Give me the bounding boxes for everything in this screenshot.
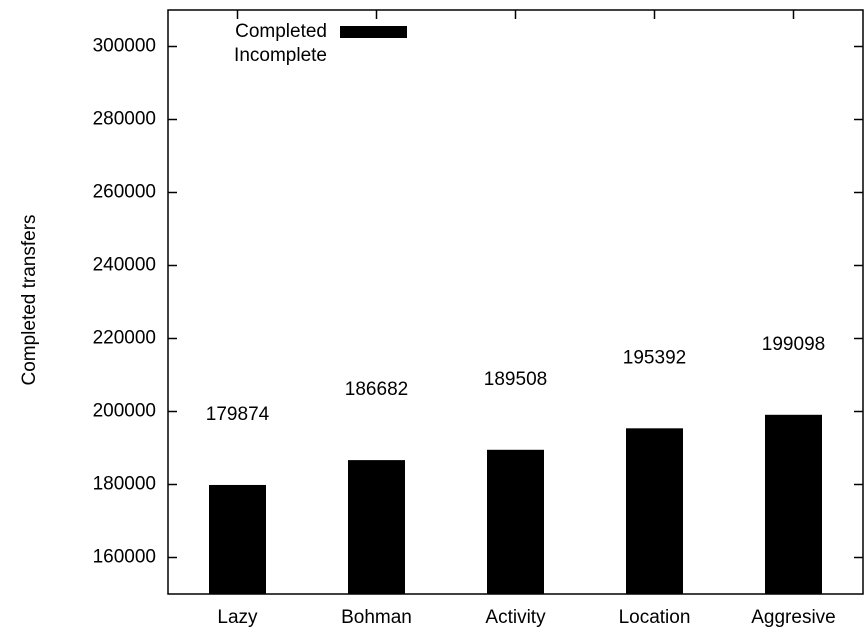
value-label: 189508: [484, 369, 547, 390]
value-label: 179874: [206, 404, 270, 425]
y-axis-label: Completed transfers: [19, 214, 40, 385]
legend-swatch: [340, 50, 407, 62]
x-tick-label: Activity: [485, 607, 546, 628]
legend-label: Incomplete: [234, 45, 327, 66]
value-label: 186682: [345, 379, 408, 400]
value-label: 199098: [762, 334, 825, 355]
y-tick-label: 220000: [93, 328, 156, 349]
y-tick-label: 240000: [93, 255, 156, 276]
x-tick-label: Lazy: [217, 607, 258, 628]
y-tick-label: 200000: [93, 401, 156, 422]
bar: [626, 428, 683, 594]
y-tick-label: 260000: [93, 182, 156, 203]
value-label: 195392: [623, 347, 686, 368]
bar: [209, 484, 266, 594]
x-tick-label: Aggresive: [751, 607, 836, 628]
x-tick-label: Location: [619, 607, 691, 628]
legend-swatch: [340, 26, 407, 38]
bar: [348, 460, 405, 594]
legend-label: Completed: [235, 21, 327, 42]
y-tick-label: 160000: [93, 547, 156, 568]
bar: [487, 449, 544, 594]
bar: [765, 414, 822, 594]
y-tick-label: 300000: [93, 36, 156, 57]
x-tick-label: Bohman: [341, 607, 412, 628]
y-tick-label: 280000: [93, 109, 156, 130]
y-tick-label: 180000: [93, 474, 156, 495]
